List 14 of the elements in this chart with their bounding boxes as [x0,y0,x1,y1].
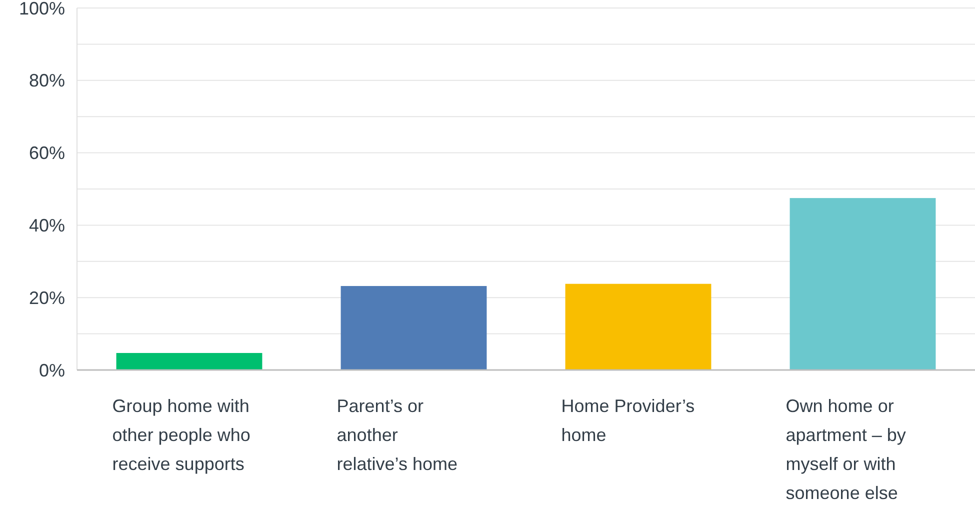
y-tick-label: 60% [28,143,65,164]
y-tick-label: 100% [18,0,65,18]
y-tick-label: 40% [28,216,65,236]
x-tick-label: Home Provider’s home [561,396,695,445]
y-tick-label: 80% [28,70,65,91]
bar [790,198,936,370]
x-tick-label: Parent’s or another relative’s home [336,396,458,474]
bar [565,284,712,370]
bar [116,352,262,370]
x-tick-label: Own home or apartment – by myself or with someone else [786,396,906,503]
x-tick-label: Group home with other people who receive supports [112,396,250,474]
y-tick-label: 20% [28,288,65,308]
bar [340,286,487,370]
y-tick-label: 0% [38,360,65,380]
